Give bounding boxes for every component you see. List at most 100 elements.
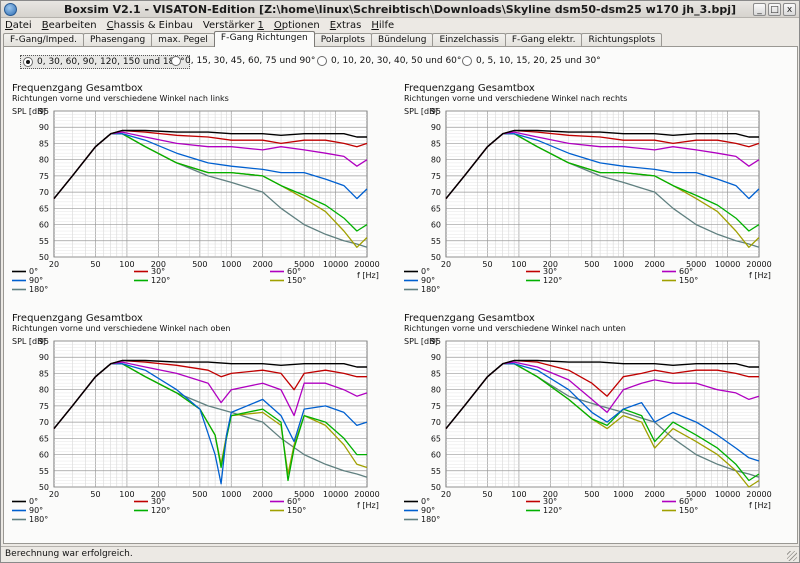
y-tick-label: 65 bbox=[39, 204, 49, 213]
status-text: Berechnung war erfolgreich. bbox=[5, 549, 133, 559]
y-tick-label: 75 bbox=[39, 402, 49, 411]
chart-subtitle: Richtungen vorne und verschiedene Winkel… bbox=[12, 94, 229, 103]
series-line-0deg bbox=[53, 129, 367, 200]
tab-f-gang-richtungen[interactable]: F-Gang Richtungen bbox=[213, 31, 315, 47]
x-tick-label: 10000 bbox=[715, 260, 740, 269]
legend-label: 180° bbox=[421, 515, 440, 524]
y-tick-label: 65 bbox=[431, 204, 441, 213]
legend-label: 30° bbox=[151, 267, 165, 276]
y-tick-label: 75 bbox=[431, 172, 441, 181]
legend-label: 0° bbox=[421, 267, 430, 276]
plot-area bbox=[445, 340, 760, 488]
menu-item-chassis-einbau[interactable]: Chassis & Einbau bbox=[107, 20, 193, 31]
menu-item-verstärker-1[interactable]: Verstärker 1 bbox=[203, 20, 264, 31]
resize-grip-icon[interactable] bbox=[787, 551, 797, 561]
x-tick-label: 500 bbox=[584, 490, 599, 499]
menu-item-hilfe[interactable]: Hilfe bbox=[371, 20, 394, 31]
tab-f-gang-elektr[interactable]: F-Gang elektr. bbox=[504, 33, 583, 47]
plot-area bbox=[53, 340, 368, 488]
x-tick-label: 20000 bbox=[354, 490, 379, 499]
x-axis-label: f [Hz] bbox=[749, 501, 771, 510]
x-tick-label: 200 bbox=[543, 260, 558, 269]
angle-option-2[interactable]: 0, 15, 30, 45, 60, 75 und 90° bbox=[171, 56, 315, 66]
legend-label: 60° bbox=[679, 267, 693, 276]
y-axis-label: SPL [dB] bbox=[12, 337, 46, 346]
tab-einzelchassis[interactable]: Einzelchassis bbox=[432, 33, 506, 47]
menu-item-optionen[interactable]: Optionen bbox=[274, 20, 320, 31]
grid-lines bbox=[446, 340, 759, 488]
y-tick-label: 50 bbox=[39, 483, 49, 492]
menu-item-datei[interactable]: Datei bbox=[5, 20, 32, 31]
angle-option-3[interactable]: 0, 10, 20, 30, 40, 50 und 60° bbox=[317, 56, 461, 66]
legend-label: 120° bbox=[151, 276, 170, 285]
series-line-0deg bbox=[445, 129, 759, 200]
menu-accelerator-letter: D bbox=[5, 20, 13, 31]
tab-phasengang[interactable]: Phasengang bbox=[82, 33, 153, 47]
angle-options-group: 0, 30, 60, 90, 120, 150 und 180° 0, 15, 3… bbox=[10, 54, 790, 74]
x-tick-label: 500 bbox=[192, 490, 207, 499]
tab-polarplots[interactable]: Polarplots bbox=[313, 33, 373, 47]
x-tick-label: 50 bbox=[90, 490, 100, 499]
tab-f-gang-imped[interactable]: F-Gang/Imped. bbox=[3, 33, 84, 47]
menu-item-bearbeiten[interactable]: Bearbeiten bbox=[42, 20, 97, 31]
y-tick-label: 85 bbox=[39, 139, 49, 148]
tab-max-pegel[interactable]: max. Pegel bbox=[151, 33, 215, 47]
legend-label: 180° bbox=[29, 515, 48, 524]
radio-button-icon[interactable] bbox=[171, 56, 181, 66]
tab-bar: F-Gang/Imped. Phasengang max. Pegel F-Gang … bbox=[3, 31, 663, 47]
legend-label: 120° bbox=[543, 506, 562, 515]
angle-option-1[interactable]: 0, 30, 60, 90, 120, 150 und 180° bbox=[20, 55, 190, 69]
x-tick-label: 5000 bbox=[686, 260, 706, 269]
y-tick-label: 90 bbox=[431, 353, 441, 362]
y-tick-label: 95 bbox=[39, 337, 49, 346]
y-tick-label: 60 bbox=[431, 451, 441, 460]
status-bar: Berechnung war erfolgreich. bbox=[1, 546, 799, 562]
x-tick-label: 500 bbox=[584, 260, 599, 269]
y-tick-label: 80 bbox=[39, 386, 49, 395]
close-button[interactable]: x bbox=[783, 3, 796, 16]
radio-button-icon[interactable] bbox=[317, 56, 327, 66]
y-tick-label: 50 bbox=[431, 253, 441, 262]
tab-richtungsplots[interactable]: Richtungsplots bbox=[581, 33, 663, 47]
x-axis-label: f [Hz] bbox=[749, 271, 771, 280]
x-tick-label: 10000 bbox=[715, 490, 740, 499]
menu-item-extras[interactable]: Extras bbox=[330, 20, 362, 31]
tab-bündelung[interactable]: Bündelung bbox=[371, 33, 434, 47]
x-tick-label: 20 bbox=[49, 260, 59, 269]
menu-accelerator-letter: O bbox=[273, 20, 282, 31]
window-title: Boxsim V2.1 - VISATON-Edition [Z:\home\l… bbox=[63, 3, 737, 16]
legend-label: 120° bbox=[543, 276, 562, 285]
angle-option-label: 0, 30, 60, 90, 120, 150 und 180° bbox=[37, 57, 185, 67]
y-tick-label: 70 bbox=[431, 418, 441, 427]
y-tick-label: 70 bbox=[39, 188, 49, 197]
chart-title: Frequenzgang Gesamtbox bbox=[12, 313, 143, 324]
chart-title: Frequenzgang Gesamtbox bbox=[404, 83, 535, 94]
x-axis-label: f [Hz] bbox=[357, 501, 379, 510]
x-tick-label: 10000 bbox=[323, 260, 348, 269]
y-tick-label: 75 bbox=[39, 172, 49, 181]
radio-button-icon[interactable] bbox=[462, 56, 472, 66]
legend-label: 60° bbox=[287, 267, 301, 276]
maximize-button[interactable]: □ bbox=[768, 3, 781, 16]
chart-title: Frequenzgang Gesamtbox bbox=[12, 83, 143, 94]
x-tick-label: 200 bbox=[151, 260, 166, 269]
menu-accelerator-letter: B bbox=[41, 20, 49, 31]
tab-content-panel: 0, 30, 60, 90, 120, 150 und 180° 0, 15, 3… bbox=[3, 46, 798, 544]
menu-bar: Datei Bearbeiten Chassis & Einbau Verstärke… bbox=[1, 18, 799, 33]
x-tick-label: 2000 bbox=[252, 260, 272, 269]
legend-label: 150° bbox=[679, 506, 698, 515]
menu-accelerator-letter: C bbox=[106, 20, 114, 31]
x-axis-label: f [Hz] bbox=[357, 271, 379, 280]
x-tick-label: 5000 bbox=[686, 490, 706, 499]
y-tick-label: 65 bbox=[431, 434, 441, 443]
legend-label: 180° bbox=[29, 285, 48, 294]
angle-option-4[interactable]: 0, 5, 10, 15, 20, 25 und 30° bbox=[462, 56, 601, 66]
title-bar[interactable]: Boxsim V2.1 - VISATON-Edition [Z:\home\l… bbox=[1, 1, 799, 18]
menu-label-part: xtras bbox=[336, 20, 362, 31]
radio-button-icon[interactable] bbox=[23, 57, 33, 67]
minimize-button[interactable]: _ bbox=[753, 3, 766, 16]
